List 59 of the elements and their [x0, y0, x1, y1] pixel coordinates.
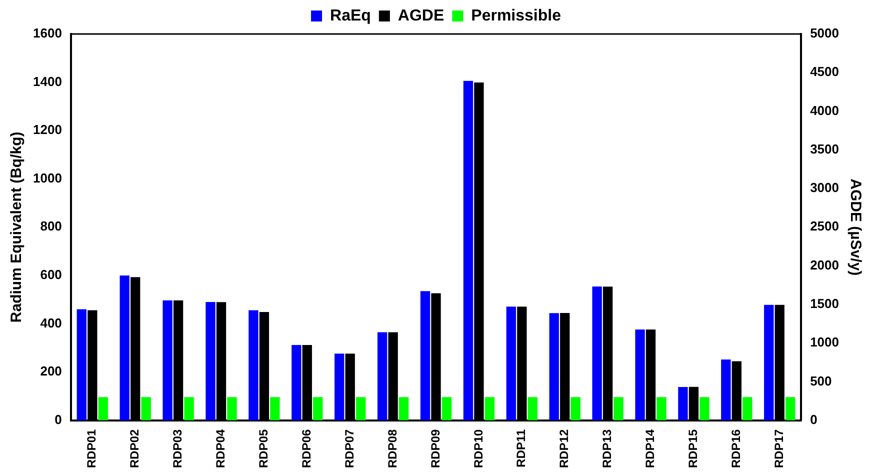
y2-tick-label: 2000: [810, 257, 839, 272]
y-tick-label: 1400: [33, 74, 62, 89]
bar: [528, 397, 538, 420]
y2-tick-label: 5000: [810, 26, 839, 41]
x-tick-label: RDP03: [170, 428, 185, 468]
bar: [270, 397, 280, 420]
y-tick-label: 1600: [33, 26, 62, 41]
x-tick-label: RDP09: [428, 428, 442, 468]
x-tick-label: RDP14: [643, 428, 658, 468]
x-tick-label: RDP07: [342, 428, 356, 468]
bar: [356, 397, 366, 420]
x-tick-label: RDP17: [772, 428, 786, 468]
bar: [141, 397, 151, 420]
y2-tick-label: 3500: [810, 141, 839, 156]
x-tick-label: RDP16: [728, 428, 743, 468]
bar: [442, 397, 452, 420]
bar: [614, 397, 624, 420]
bar: [313, 397, 323, 420]
y2-tick-label: 4000: [810, 102, 839, 118]
y-tick-label: 1200: [33, 122, 62, 138]
x-tick-label: RDP05: [256, 428, 271, 468]
y-tick-label: 800: [40, 218, 62, 234]
legend-label: RaEq: [330, 7, 371, 24]
y2-tick-label: 4500: [810, 64, 839, 80]
x-tick-label: RDP13: [600, 428, 614, 468]
bar: [98, 397, 108, 420]
x-tick-label: RDP08: [385, 428, 400, 468]
y-tick-label: 0: [54, 412, 62, 427]
y-tick-label: 400: [40, 315, 62, 330]
y2-tick-label: 2500: [810, 218, 839, 234]
y2-tick-label: 1000: [810, 334, 839, 350]
x-tick-label: RDP15: [686, 428, 700, 468]
bar: [484, 397, 495, 420]
bar: [656, 397, 666, 420]
bar: [227, 397, 237, 420]
x-tick-label: RDP10: [471, 428, 486, 468]
x-tick-label: RDP01: [84, 428, 99, 468]
y-tick-label: 200: [40, 364, 62, 379]
y2-tick-label: 3000: [810, 180, 839, 196]
legend-label: AGDE: [398, 7, 444, 24]
bar: [700, 397, 710, 420]
bar: [398, 397, 409, 420]
y2-axis-title: AGDE (µSv/y): [846, 178, 864, 276]
x-tick-label: RDP04: [214, 428, 228, 468]
x-tick-label: RDP12: [557, 428, 572, 468]
y2-tick-label: 1500: [810, 296, 839, 311]
x-tick-label: RDP02: [128, 428, 142, 468]
bar: [742, 397, 752, 420]
bar: [570, 397, 580, 420]
legend-label: Permissible: [471, 7, 562, 24]
y-tick-label: 600: [40, 267, 62, 282]
y-axis-title: Radium Equivalent (Bq/kg): [8, 132, 26, 323]
x-tick-label: RDP06: [299, 428, 314, 468]
x-tick-label: RDP11: [514, 429, 528, 468]
y2-tick-label: 500: [810, 373, 832, 388]
y2-tick-label: 0: [810, 412, 818, 427]
bar: [786, 397, 796, 420]
bar: [184, 397, 194, 420]
y-tick-label: 1000: [33, 170, 62, 186]
